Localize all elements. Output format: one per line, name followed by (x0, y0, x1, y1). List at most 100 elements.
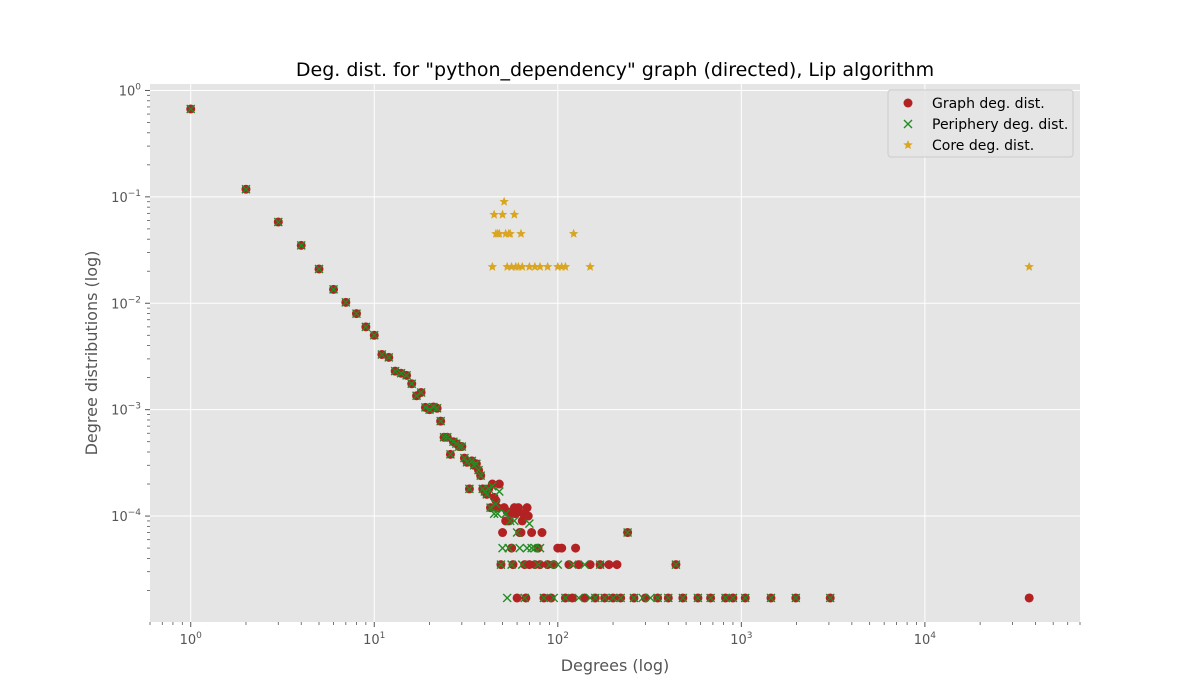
periphery-point (533, 560, 543, 570)
core-point (556, 261, 567, 271)
periphery-point (459, 453, 469, 463)
periphery-point (791, 593, 801, 603)
periphery-point (489, 509, 499, 519)
legend-marker (903, 98, 913, 108)
periphery-point (507, 560, 517, 570)
periphery-point (496, 560, 506, 570)
x-axis-label: Degrees (log) (561, 656, 670, 675)
x-tick-label: 100 (180, 631, 203, 648)
periphery-point (663, 593, 673, 603)
core-point (524, 261, 535, 271)
periphery-point (314, 264, 324, 274)
core-point (505, 228, 515, 238)
periphery-point (369, 330, 379, 340)
periphery-point (493, 509, 503, 519)
periphery-point (629, 593, 639, 603)
periphery-point (402, 370, 412, 380)
graph-point (557, 543, 567, 553)
core-point (489, 209, 499, 219)
series-3 (487, 196, 1034, 271)
periphery-point (491, 499, 501, 509)
periphery-point (693, 593, 703, 603)
periphery-point (432, 403, 442, 413)
periphery-point (396, 368, 406, 378)
periphery-point (549, 593, 559, 603)
core-point (560, 261, 571, 271)
core-point (497, 209, 508, 219)
periphery-point (509, 516, 519, 526)
core-point (513, 261, 524, 271)
periphery-point (464, 484, 474, 494)
core-point (487, 261, 498, 271)
periphery-point (361, 322, 371, 332)
periphery-point (595, 560, 605, 570)
core-point (517, 261, 527, 271)
graph-point (498, 528, 508, 538)
periphery-point (457, 442, 467, 452)
periphery-point (487, 481, 497, 491)
legend-marker (903, 119, 913, 129)
graph-point (504, 516, 514, 526)
graph-point (494, 479, 504, 489)
graph-point (574, 560, 584, 570)
y-tick-label: 10−1 (111, 189, 141, 206)
core-point (530, 261, 540, 271)
graph-point (507, 543, 517, 553)
periphery-point (721, 593, 731, 603)
periphery-point (678, 593, 688, 603)
periphery-point (600, 593, 610, 603)
y-tick-label: 10−4 (111, 508, 141, 525)
graph-point (517, 516, 527, 526)
core-point (506, 261, 517, 271)
core-point (502, 261, 512, 271)
periphery-point (384, 352, 394, 362)
periphery-point (515, 543, 525, 553)
minor-ticks (147, 94, 1081, 625)
periphery-point (646, 593, 656, 603)
periphery-point (467, 456, 477, 466)
core-point (1024, 261, 1034, 271)
y-axis: 100 10−1 10−2 10−3 10−4 (111, 82, 150, 525)
periphery-point (504, 543, 514, 553)
periphery-point (560, 593, 570, 603)
periphery-point (439, 432, 449, 442)
y-tick-label: 10−3 (111, 402, 141, 419)
periphery-point (520, 593, 530, 603)
core-point (553, 261, 563, 271)
graph-point (571, 543, 581, 553)
y-axis-label: Degree distributions (log) (82, 251, 101, 456)
periphery-point (671, 560, 681, 570)
periphery-point (329, 284, 339, 294)
periphery-point (390, 366, 400, 376)
periphery-point (616, 593, 626, 603)
periphery-point (436, 416, 446, 426)
periphery-point (512, 528, 522, 538)
graph-point (521, 593, 531, 603)
grid (150, 84, 1080, 622)
graph-point (585, 560, 595, 570)
periphery-point (241, 184, 251, 194)
periphery-point (623, 528, 633, 538)
graph-point (508, 560, 518, 570)
periphery-point (186, 104, 196, 114)
core-point (535, 261, 545, 271)
core-point (516, 228, 526, 238)
graph-point (537, 528, 547, 538)
graph-point (1024, 593, 1034, 603)
periphery-point (494, 487, 504, 497)
y-tick-label: 10−2 (111, 295, 141, 312)
graph-point (580, 593, 590, 603)
graph-point (535, 560, 545, 570)
core-point (568, 228, 579, 238)
chart-title: Deg. dist. for "python_dependency" graph… (296, 59, 934, 81)
periphery-point (608, 593, 618, 603)
graph-point (523, 511, 533, 521)
periphery-point (766, 593, 776, 603)
periphery-point (273, 217, 283, 227)
graph-point (513, 503, 523, 513)
periphery-point (454, 442, 464, 452)
graph-point (546, 593, 556, 603)
data-marks (186, 104, 1034, 603)
graph-point (564, 560, 574, 570)
